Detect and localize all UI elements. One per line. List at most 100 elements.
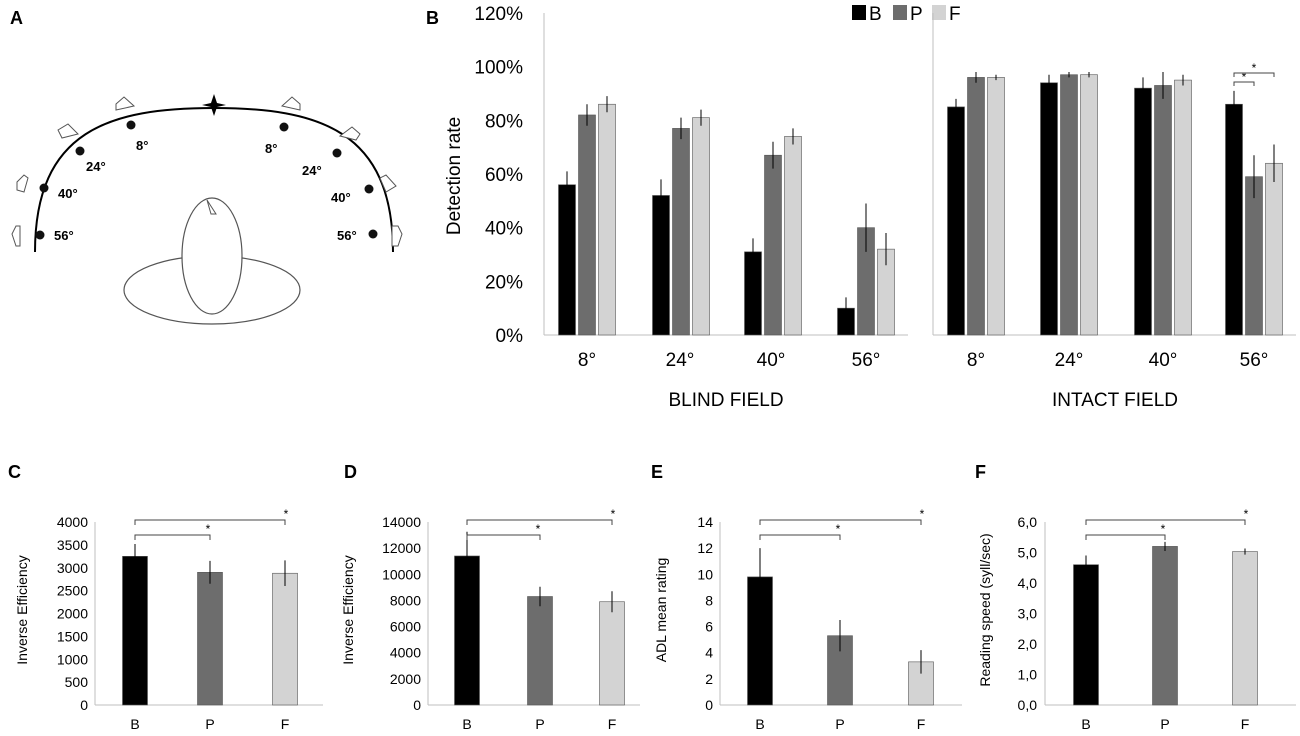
panel-label-d: D: [344, 462, 357, 482]
sig-star-c-bp: *: [206, 522, 211, 536]
led-left-8: [126, 120, 136, 130]
bar-b0-F-0: [598, 103, 616, 336]
led-left-56: [35, 230, 45, 240]
sig-bracket-f-bp: [1085, 534, 1166, 540]
led-left-40: [39, 183, 49, 193]
speaker-left-40-icon: [16, 174, 29, 193]
x-tick-d-2: F: [608, 716, 617, 732]
bar-d-F: [599, 601, 625, 706]
y-tick-c-0: 0: [80, 697, 88, 713]
legend-swatch-f: [932, 5, 946, 20]
sig-bracket-c-bf: [134, 519, 286, 525]
y-tick-e-0: 0: [705, 697, 713, 713]
bar-b1-B-0: [947, 106, 965, 336]
y-tick-d-5: 10000: [382, 566, 421, 582]
sig-star-b-1: *: [1252, 61, 1257, 75]
bar-b1-F-1: [1080, 74, 1098, 336]
y-tick-f-1: 1,0: [1018, 667, 1038, 683]
y-tick-e-7: 14: [697, 514, 713, 530]
y-tick-b-2: 40%: [485, 219, 523, 240]
charts-layer: 0%20%40%60%80%100%120%8° 24° 40° 56° 8° 24° 40…: [57, 4, 1296, 732]
y-tick-d-6: 12000: [382, 540, 421, 556]
sig-star-b-0: *: [1242, 70, 1247, 84]
angle-label-right-8: 8°: [265, 141, 277, 156]
y-tick-d-7: 14000: [382, 514, 421, 530]
bar-b1-F-3: [1265, 162, 1283, 336]
bar-b0-B-1: [652, 195, 670, 336]
bar-b1-F-2: [1174, 79, 1192, 336]
bar-b0-B-0: [558, 184, 576, 336]
speaker-right-40-icon: [379, 174, 397, 193]
x-tick-b1-3: 56°: [1240, 350, 1269, 371]
sig-bracket-b-bp: [1233, 81, 1255, 86]
y-tick-d-1: 2000: [390, 671, 421, 687]
speaker-left-8-icon: [115, 96, 136, 111]
y-tick-e-3: 6: [705, 619, 713, 635]
bar-f-P: [1152, 546, 1178, 706]
y-tick-f-4: 4,0: [1018, 575, 1038, 591]
legend-label-p: P: [910, 4, 923, 25]
speaker-right-24-icon: [338, 126, 361, 141]
y-tick-c-3: 1500: [57, 628, 88, 644]
angle-label-left-8: 8°: [136, 138, 148, 153]
y-tick-f-5: 5,0: [1018, 545, 1038, 561]
y-tick-d-3: 6000: [390, 619, 421, 635]
led-left-24: [75, 146, 85, 156]
bar-c-P: [197, 572, 223, 706]
intact-field-title: INTACT FIELD: [1052, 390, 1178, 411]
y-tick-c-5: 2500: [57, 583, 88, 599]
bar-b0-P-1: [672, 128, 690, 336]
bar-c-F: [272, 572, 298, 706]
x-tick-b1-0: 8°: [967, 350, 985, 371]
sig-star-f-bp: *: [1161, 522, 1166, 536]
fixation-star-icon: [202, 94, 226, 116]
bar-b1-P-1: [1060, 74, 1078, 336]
led-right-40: [364, 184, 374, 194]
y-tick-e-5: 10: [697, 566, 713, 582]
angle-label-left-56: 56°: [54, 228, 74, 243]
y-tick-c-4: 2000: [57, 606, 88, 622]
y-tick-c-2: 1000: [57, 651, 88, 667]
y-axis-label-b: Detection rate: [444, 117, 465, 235]
sig-star-e-bp: *: [836, 522, 841, 536]
x-tick-c-1: P: [205, 716, 214, 732]
panel-label-f: F: [975, 462, 986, 482]
y-tick-f-2: 2,0: [1018, 636, 1038, 652]
angle-label-left-24: 24°: [86, 159, 106, 174]
led-right-8: [279, 122, 289, 132]
bar-b1-P-0: [967, 77, 985, 336]
bar-b1-P-3: [1245, 176, 1263, 336]
panel-label-b: B: [426, 8, 439, 28]
y-axis-label-d: Inverse Efficiency: [340, 555, 356, 664]
sig-star-d-bf: *: [611, 507, 616, 521]
y-tick-d-4: 8000: [390, 592, 421, 608]
panel-label-a: A: [10, 8, 23, 28]
x-tick-f-1: P: [1160, 716, 1169, 732]
x-tick-c-2: F: [281, 716, 290, 732]
x-tick-b1-1: 24°: [1055, 350, 1084, 371]
x-tick-b0-3: 56°: [852, 350, 881, 371]
sig-star-e-bf: *: [920, 507, 925, 521]
y-tick-c-6: 3000: [57, 560, 88, 576]
x-tick-d-1: P: [535, 716, 544, 732]
legend-label-b: B: [869, 4, 882, 25]
x-tick-e-2: F: [917, 716, 926, 732]
legend: B P F: [852, 4, 961, 25]
blind-field-title: BLIND FIELD: [668, 390, 783, 411]
y-tick-d-2: 4000: [390, 645, 421, 661]
x-tick-e-0: B: [755, 716, 764, 732]
x-tick-b1-2: 40°: [1149, 350, 1178, 371]
y-axis-label-e: ADL mean rating: [653, 558, 669, 663]
head-ellipse: [181, 197, 243, 315]
x-tick-f-2: F: [1241, 716, 1250, 732]
bar-b0-P-2: [764, 154, 782, 336]
x-tick-f-0: B: [1081, 716, 1090, 732]
x-tick-e-1: P: [835, 716, 844, 732]
x-tick-b0-1: 24°: [666, 350, 695, 371]
x-tick-c-0: B: [130, 716, 139, 732]
speaker-right-56-icon: [391, 225, 403, 247]
sig-bracket-d-bf: [466, 519, 613, 525]
y-tick-b-5: 100%: [474, 58, 523, 79]
y-tick-f-3: 3,0: [1018, 606, 1038, 622]
